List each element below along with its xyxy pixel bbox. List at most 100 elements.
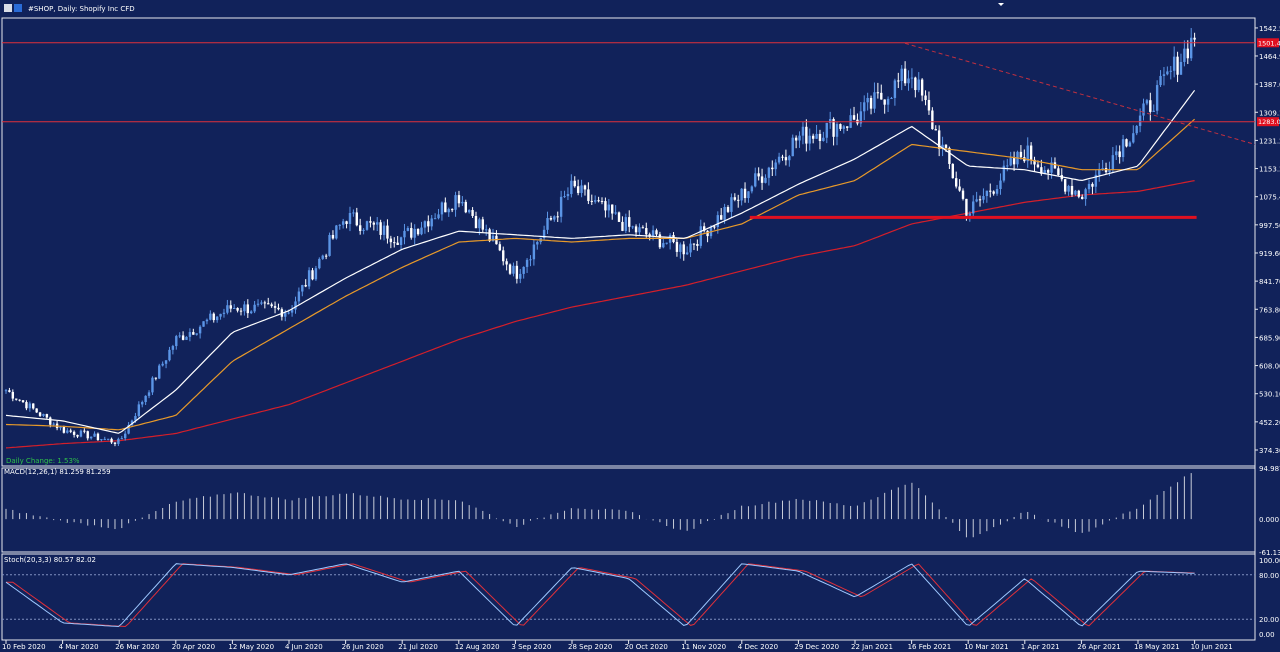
candle-body bbox=[32, 403, 35, 409]
candle-body bbox=[256, 303, 260, 305]
candle-body bbox=[818, 133, 822, 141]
candle-body bbox=[1132, 133, 1135, 143]
price-tick-label: 685.90 bbox=[1259, 334, 1280, 342]
candle-body bbox=[733, 197, 737, 200]
candle-body bbox=[209, 313, 212, 320]
candle-body bbox=[358, 225, 362, 231]
candle-body bbox=[611, 204, 614, 214]
candle-body bbox=[198, 326, 202, 334]
ma-fast-line bbox=[5, 89, 1196, 434]
candle-body bbox=[1084, 189, 1087, 200]
candle-body bbox=[4, 390, 8, 392]
candle-body bbox=[852, 115, 856, 120]
candle-body bbox=[573, 180, 576, 187]
candle-body bbox=[1186, 48, 1189, 59]
candle-body bbox=[617, 212, 621, 222]
candle-body bbox=[662, 243, 665, 248]
candle-body bbox=[243, 304, 246, 312]
price-tick-label: 1542.50 bbox=[1259, 25, 1280, 33]
candle-body bbox=[212, 313, 215, 321]
ma-slow-line bbox=[5, 180, 1195, 449]
price-tick-label: 1387.00 bbox=[1259, 81, 1280, 89]
candle-body bbox=[372, 222, 376, 225]
candle-body bbox=[76, 434, 79, 437]
macd-axis: 94.987 0.000 -61.137 bbox=[1259, 465, 1280, 557]
candle-body bbox=[66, 430, 69, 433]
candle-body bbox=[1033, 159, 1036, 165]
candle-body bbox=[294, 301, 297, 310]
candle-body bbox=[859, 111, 863, 124]
candle-body bbox=[931, 110, 934, 130]
candle-body bbox=[1053, 162, 1057, 169]
candle-body bbox=[580, 185, 583, 193]
candle-body bbox=[917, 79, 920, 91]
candle-body bbox=[127, 425, 130, 434]
candle-body bbox=[1155, 85, 1159, 111]
candle-body bbox=[1138, 115, 1142, 126]
candle-body bbox=[655, 230, 658, 235]
candle-body bbox=[376, 222, 379, 225]
candle-body bbox=[665, 242, 668, 244]
candle-body bbox=[886, 98, 890, 105]
candle-body bbox=[393, 242, 396, 244]
candle-body bbox=[944, 144, 948, 148]
candle-body bbox=[11, 391, 15, 399]
candle-body bbox=[702, 226, 706, 231]
candle-body bbox=[154, 377, 158, 379]
candle-body bbox=[1098, 168, 1101, 175]
candle-body bbox=[454, 195, 457, 210]
candle-body bbox=[968, 213, 972, 216]
candle-body bbox=[348, 213, 352, 224]
candle-body bbox=[18, 399, 21, 401]
candle-body bbox=[450, 209, 454, 211]
time-tick-label: 10 Feb 2020 bbox=[2, 643, 46, 651]
candle-body bbox=[457, 195, 461, 204]
candle-body bbox=[1121, 139, 1125, 158]
candle-body bbox=[427, 221, 430, 227]
candle-body bbox=[992, 191, 995, 194]
candle-body bbox=[1149, 100, 1152, 112]
time-tick-label: 3 Sep 2020 bbox=[511, 643, 551, 651]
stoch-tick-label: 0.00 bbox=[1259, 631, 1275, 639]
candle-body bbox=[437, 214, 440, 219]
candle-body bbox=[273, 306, 277, 308]
candle-body bbox=[730, 197, 733, 212]
candle-body bbox=[1108, 169, 1111, 173]
candle-body bbox=[52, 423, 55, 425]
candle-body bbox=[815, 133, 818, 139]
shift-marker-icon[interactable] bbox=[998, 3, 1004, 6]
candle-body bbox=[1166, 71, 1169, 75]
candle-body bbox=[287, 312, 290, 314]
candle-body bbox=[8, 390, 11, 392]
candle-body bbox=[583, 185, 587, 190]
candlesticks bbox=[4, 28, 1196, 447]
price-tick-label: 1464.90 bbox=[1259, 53, 1280, 61]
candle-body bbox=[229, 305, 232, 309]
time-tick-label: 29 Dec 2020 bbox=[794, 643, 839, 651]
candle-body bbox=[1057, 168, 1060, 176]
candle-body bbox=[474, 215, 478, 229]
candle-body bbox=[178, 335, 181, 337]
ma-fast-path bbox=[5, 89, 1196, 434]
candle-body bbox=[202, 321, 205, 327]
candle-body bbox=[590, 200, 593, 202]
candle-body bbox=[345, 221, 348, 224]
candle-body bbox=[290, 309, 294, 313]
candle-body bbox=[86, 431, 89, 439]
candle-body bbox=[134, 415, 137, 421]
candle-body bbox=[120, 438, 123, 440]
candle-body bbox=[743, 188, 747, 199]
candle-body bbox=[1050, 162, 1053, 173]
candle-body bbox=[1115, 151, 1118, 156]
candle-body bbox=[1067, 185, 1070, 192]
candle-body bbox=[621, 221, 624, 231]
candle-body bbox=[624, 217, 628, 231]
candle-body bbox=[96, 433, 100, 441]
level-tag bbox=[1257, 38, 1279, 48]
candle-body bbox=[696, 244, 699, 246]
candle-body bbox=[467, 210, 471, 213]
candle-body bbox=[399, 237, 403, 245]
level-lines: 1501.40 1283.00 bbox=[2, 38, 1280, 219]
